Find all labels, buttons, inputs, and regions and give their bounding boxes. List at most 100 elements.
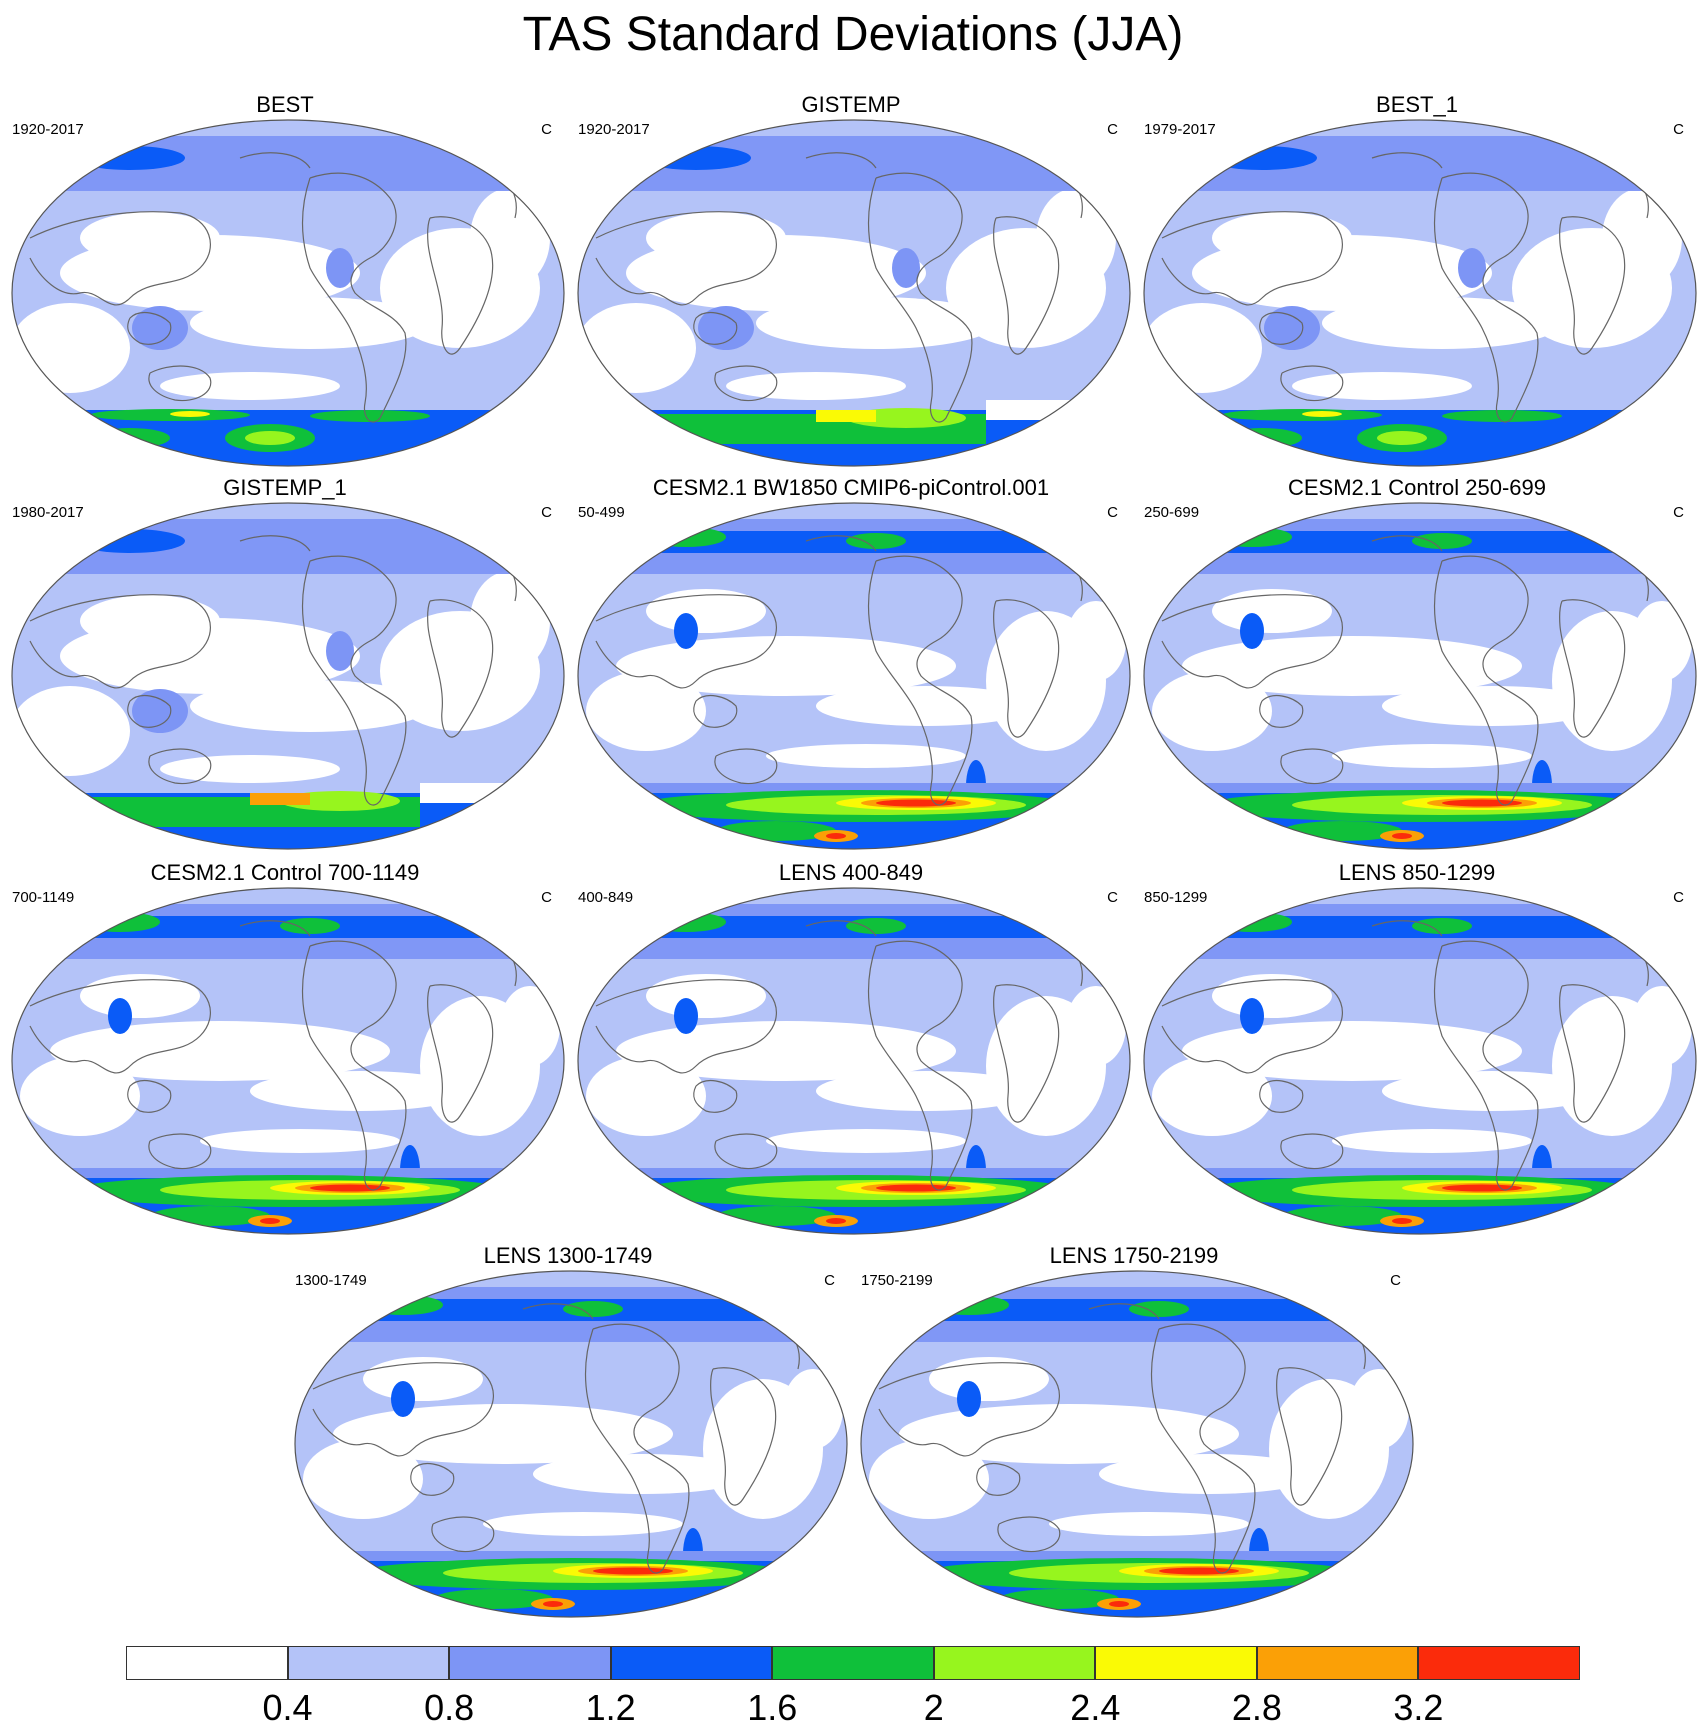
low-variability-zone <box>1212 212 1352 264</box>
coastline-path <box>878 1362 1060 1457</box>
coastline-path <box>29 211 211 306</box>
coastline-path <box>301 940 407 1191</box>
southern-green-band <box>1442 410 1562 422</box>
low-variability-zone <box>12 686 130 776</box>
coastline-path <box>431 1516 495 1553</box>
low-variability-zone <box>470 571 550 671</box>
panel-units: C <box>541 889 552 906</box>
land-medium-patch <box>326 248 354 288</box>
coastline-path <box>1161 979 1343 1074</box>
low-variability-zone <box>190 680 430 732</box>
southern-green-band <box>310 410 430 422</box>
map-outline <box>577 887 1131 1235</box>
coastline-path <box>239 535 311 552</box>
panel-units: C <box>824 1272 835 1289</box>
land-high-patch <box>1240 998 1264 1034</box>
low-variability-zone <box>869 1439 989 1519</box>
land-medium-patch <box>326 631 354 671</box>
coastline-path <box>1150 1323 1256 1574</box>
coastline-path <box>1259 1079 1304 1113</box>
coastline-path <box>239 920 311 937</box>
northern-green-patch <box>363 1295 443 1315</box>
southern-lime-patch <box>1377 431 1427 445</box>
southern-red-patch <box>1392 833 1412 839</box>
world-map <box>11 502 565 850</box>
world-map <box>860 1270 1414 1618</box>
coastline-path <box>595 979 777 1074</box>
coastline-path <box>427 599 494 738</box>
colorbar-swatch <box>287 1646 450 1680</box>
coastlines <box>29 535 517 806</box>
coastline-path <box>427 216 494 355</box>
map-panel: LENS 400-849 400-849 C <box>568 860 1134 1240</box>
coastline-path <box>693 311 738 345</box>
coastline-path <box>997 1516 1061 1553</box>
land-medium-patch <box>132 689 188 733</box>
map-outline <box>11 119 565 467</box>
southern-red-patch <box>826 833 846 839</box>
panel-period: 1300-1749 <box>295 1272 367 1289</box>
low-variability-zone <box>1036 188 1116 288</box>
coastline-path <box>1559 984 1626 1123</box>
low-variability-zone <box>1332 1129 1532 1153</box>
low-variability-zone <box>646 589 766 633</box>
coastline-path <box>127 311 172 345</box>
coastline-path <box>595 211 777 306</box>
low-variability-zone <box>1152 671 1272 751</box>
low-variability-zone <box>1152 1056 1272 1136</box>
coastline-path <box>1433 555 1539 806</box>
low-variability-zone <box>586 1056 706 1136</box>
coastline-path <box>595 594 777 689</box>
coastline-path <box>976 1462 1021 1496</box>
map-outline <box>1143 119 1697 467</box>
coastline-path <box>805 535 877 552</box>
map-panel: LENS 850-1299 850-1299 C <box>1134 860 1700 1240</box>
low-variability-zone <box>929 1357 1049 1401</box>
low-variability-zone <box>190 297 430 349</box>
northern-green-patch <box>563 1301 623 1317</box>
map-outline <box>294 1270 848 1618</box>
land-high-patch <box>391 1381 415 1417</box>
world-map <box>11 119 565 467</box>
coastline-path <box>1280 365 1344 402</box>
low-variability-zone <box>1632 986 1692 1066</box>
panel-title: BEST_1 <box>1376 92 1458 117</box>
colorbar-swatch <box>610 1646 773 1680</box>
panel-title: LENS 850-1299 <box>1338 860 1496 885</box>
northern-green-patch <box>1412 918 1472 934</box>
world-map <box>577 887 1131 1235</box>
southern-red-patch <box>1392 1218 1412 1224</box>
coastline-path <box>805 152 877 169</box>
colorbar-tick-label: 1.2 <box>585 1687 636 1728</box>
southern-yellow-patch <box>816 410 876 422</box>
coastline-path <box>1259 311 1304 345</box>
low-variability-zone <box>726 372 906 400</box>
low-variability-zone <box>80 212 220 264</box>
colorbar-tick-label: 1.6 <box>747 1687 798 1728</box>
northern-green-patch <box>646 527 726 547</box>
coastline-path <box>993 216 1060 355</box>
panel-period: 1920-2017 <box>12 121 84 138</box>
southern-green-band <box>1222 409 1382 421</box>
low-variability-zone <box>1066 986 1126 1066</box>
coastline-path <box>1371 152 1443 169</box>
coastline-path <box>693 1079 738 1113</box>
colorbar-swatch <box>1418 1646 1580 1680</box>
low-variability-zone <box>899 1404 1239 1464</box>
coastline-path <box>127 1079 172 1113</box>
panel-title: CESM2.1 Control 700-1149 <box>150 860 420 885</box>
colorbar-tick-label: 2 <box>923 1687 944 1728</box>
low-variability-zone <box>766 744 966 768</box>
southern-green-patch <box>1222 428 1302 448</box>
world-map <box>577 119 1131 467</box>
low-variability-zone <box>20 1056 140 1136</box>
low-variability-zone <box>80 974 200 1018</box>
land-medium-patch <box>698 306 754 350</box>
map-panel: BEST 1920-2017 C <box>2 92 568 472</box>
world-map <box>1143 119 1697 467</box>
panel-period: 250-699 <box>1144 504 1200 521</box>
northern-green-patch <box>1129 1301 1189 1317</box>
low-variability-zone <box>363 1357 483 1401</box>
map-outline <box>577 119 1131 467</box>
coastline-path <box>693 694 738 728</box>
